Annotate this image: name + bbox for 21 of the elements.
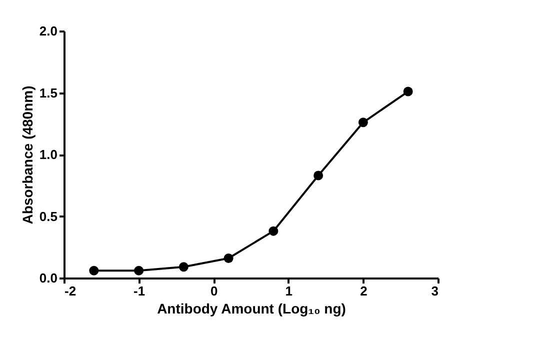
point bbox=[314, 170, 324, 180]
point bbox=[403, 86, 413, 96]
y-tick-label: 1.5 bbox=[39, 85, 58, 100]
x-tick-label: 0 bbox=[210, 284, 218, 298]
y-axis-title: Absorbance (480nm) bbox=[19, 86, 36, 224]
y-tick-label: 2.0 bbox=[39, 24, 58, 38]
y-tick-label: 0.5 bbox=[39, 208, 58, 224]
point bbox=[268, 226, 278, 236]
x-tick-label: -2 bbox=[64, 284, 76, 298]
point bbox=[224, 254, 234, 263]
point bbox=[134, 266, 144, 276]
x-tick-label: 2 bbox=[360, 284, 368, 298]
y-tick-label: 0.0 bbox=[39, 270, 58, 286]
x-tick-label: 1 bbox=[285, 284, 293, 298]
point bbox=[178, 262, 188, 272]
x-tick-label: -1 bbox=[134, 284, 146, 298]
y-tick-label: 1.0 bbox=[39, 147, 58, 162]
x-tick-label: 3 bbox=[431, 284, 438, 298]
x-axis-title: Antibody Amount (Log₁₀ ng) bbox=[157, 300, 346, 316]
point bbox=[358, 118, 368, 128]
point bbox=[89, 266, 99, 276]
